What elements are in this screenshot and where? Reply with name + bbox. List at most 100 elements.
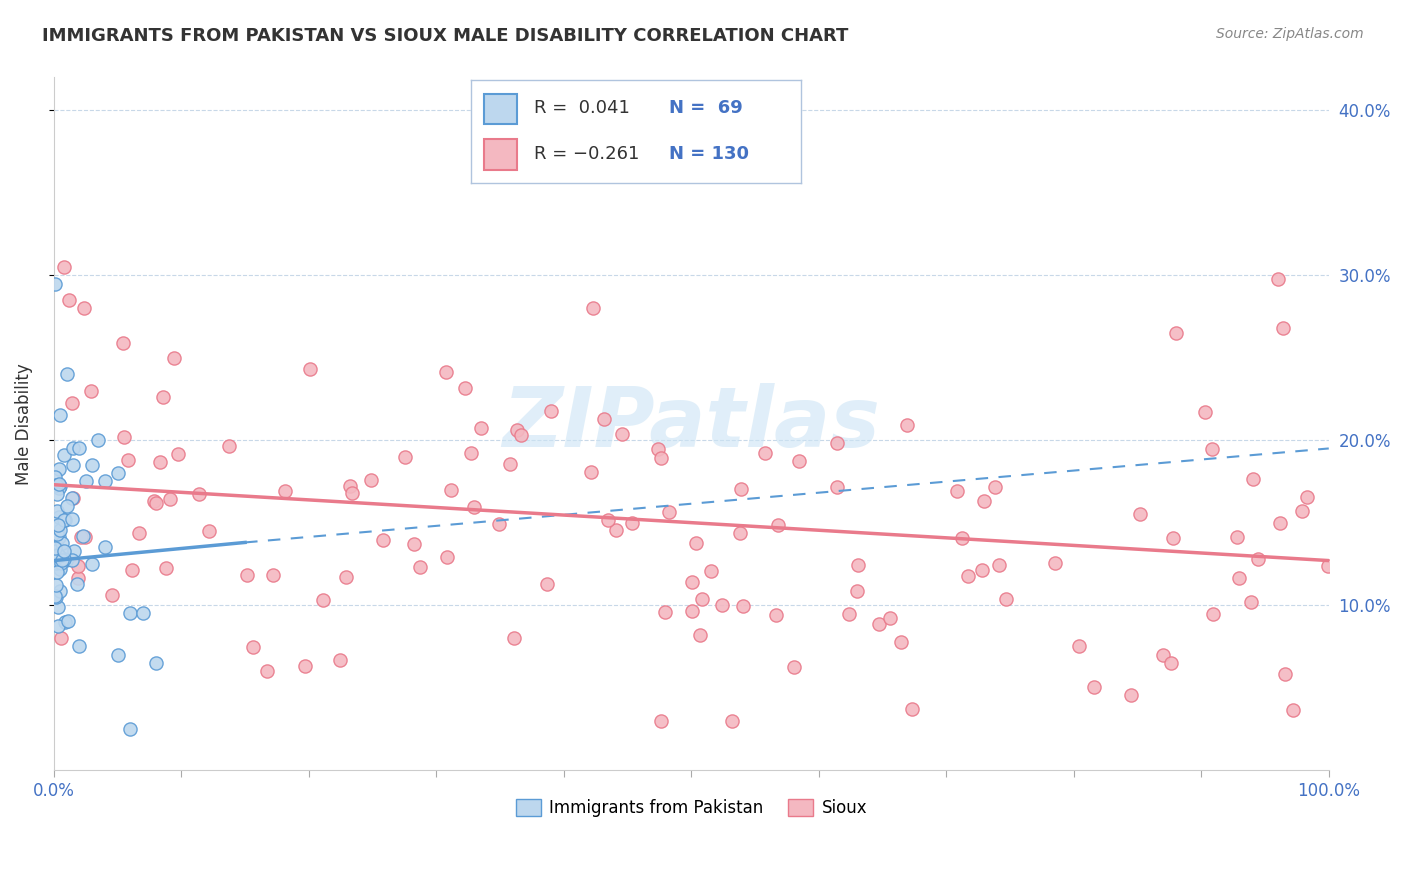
Immigrants from Pakistan (49, 583, 72, 598)
Sioux (70, 530, 93, 544)
Sioux (721, 714, 744, 728)
Sioux (159, 492, 181, 507)
Sioux (502, 631, 524, 645)
Sioux (783, 660, 806, 674)
Immigrants from Pakistan (45, 536, 67, 550)
Immigrants from Pakistan (53, 552, 76, 566)
Sioux (540, 404, 562, 418)
Sioux (454, 381, 477, 395)
Sioux (58, 293, 80, 307)
Immigrants from Pakistan (45, 503, 67, 517)
Immigrants from Pakistan (48, 461, 70, 475)
Sioux (1267, 271, 1289, 285)
Sioux (49, 631, 72, 645)
Sioux (128, 525, 150, 540)
Sioux (730, 483, 752, 497)
Immigrants from Pakistan (44, 589, 66, 603)
Immigrants from Pakistan (55, 499, 77, 513)
Text: R =  0.041: R = 0.041 (534, 100, 630, 118)
Sioux (754, 446, 776, 460)
Sioux (650, 451, 672, 466)
Immigrants from Pakistan (48, 477, 70, 491)
Bar (484, 94, 517, 124)
Sioux (155, 561, 177, 575)
Immigrants from Pakistan (51, 546, 73, 560)
Immigrants from Pakistan (45, 544, 67, 558)
Sioux (436, 549, 458, 564)
Sioux (536, 577, 558, 591)
Sioux (60, 396, 83, 410)
Sioux (846, 583, 869, 598)
Text: IMMIGRANTS FROM PAKISTAN VS SIOUX MALE DISABILITY CORRELATION CHART: IMMIGRANTS FROM PAKISTAN VS SIOUX MALE D… (42, 27, 849, 45)
Immigrants from Pakistan (46, 524, 69, 539)
Sioux (262, 568, 284, 582)
Sioux (394, 450, 416, 464)
Immigrants from Pakistan (46, 549, 69, 563)
Sioux (846, 558, 869, 573)
Immigrants from Pakistan (46, 487, 69, 501)
Sioux (1295, 490, 1317, 504)
Immigrants from Pakistan (44, 531, 66, 545)
Immigrants from Pakistan (63, 544, 86, 558)
Sioux (890, 635, 912, 649)
Sioux (1270, 516, 1292, 530)
Text: R = −0.261: R = −0.261 (534, 145, 640, 163)
Sioux (950, 532, 973, 546)
Immigrants from Pakistan (67, 640, 90, 654)
Sioux (1161, 532, 1184, 546)
Sioux (1194, 405, 1216, 419)
Sioux (510, 427, 533, 442)
Sioux (681, 575, 703, 590)
Sioux (117, 452, 139, 467)
Sioux (1152, 648, 1174, 662)
Immigrants from Pakistan (44, 519, 66, 533)
Sioux (711, 599, 734, 613)
Sioux (274, 484, 297, 499)
Sioux (581, 465, 603, 479)
Sioux (488, 516, 510, 531)
Immigrants from Pakistan (60, 512, 83, 526)
Sioux (973, 494, 995, 508)
Sioux (111, 335, 134, 350)
Immigrants from Pakistan (45, 590, 67, 604)
Sioux (868, 616, 890, 631)
Immigrants from Pakistan (72, 529, 94, 543)
Immigrants from Pakistan (55, 553, 77, 567)
Sioux (650, 714, 672, 728)
Sioux (1160, 656, 1182, 670)
Immigrants from Pakistan (44, 470, 66, 484)
Sioux (256, 664, 278, 678)
Immigrants from Pakistan (46, 526, 69, 541)
Sioux (733, 599, 755, 614)
Immigrants from Pakistan (80, 557, 103, 571)
Sioux (1272, 321, 1295, 335)
Sioux (499, 457, 522, 471)
Sioux (700, 564, 723, 578)
Sioux (440, 483, 463, 497)
Sioux (163, 351, 186, 366)
Immigrants from Pakistan (45, 478, 67, 492)
Sioux (198, 524, 221, 539)
Sioux (596, 513, 619, 527)
Bar (484, 139, 517, 169)
Sioux (789, 454, 811, 468)
Sioux (236, 568, 259, 582)
Immigrants from Pakistan (45, 556, 67, 570)
Immigrants from Pakistan (44, 541, 66, 555)
Sioux (53, 260, 76, 274)
Sioux (470, 421, 492, 435)
Sioux (838, 607, 860, 622)
Immigrants from Pakistan (120, 607, 142, 621)
Sioux (1317, 559, 1340, 574)
Immigrants from Pakistan (53, 543, 76, 558)
Sioux (988, 558, 1011, 572)
Sioux (728, 525, 751, 540)
Immigrants from Pakistan (48, 530, 70, 544)
Sioux (100, 588, 122, 602)
Sioux (825, 436, 848, 450)
Immigrants from Pakistan (48, 619, 70, 633)
Sioux (1043, 556, 1066, 570)
Sioux (1069, 639, 1091, 653)
Sioux (1226, 530, 1249, 544)
Sioux (152, 391, 174, 405)
